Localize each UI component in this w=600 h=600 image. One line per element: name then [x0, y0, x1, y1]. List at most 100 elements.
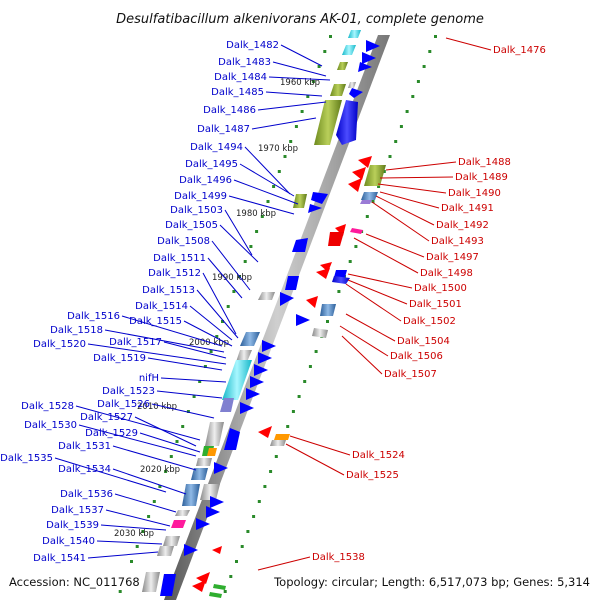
- gene-arrow-reverse: [352, 167, 366, 180]
- track-dot: [306, 95, 310, 98]
- gene-label[interactable]: Dalk_1530: [24, 420, 77, 431]
- leader-line: [147, 357, 223, 371]
- gene-label[interactable]: Dalk_1540: [42, 536, 95, 547]
- track-dot: [255, 230, 259, 233]
- track-dot: [169, 455, 173, 458]
- track-dot: [297, 395, 301, 398]
- gene-label[interactable]: Dalk_1520: [33, 339, 86, 350]
- track-dot: [294, 125, 298, 128]
- track-dot: [388, 155, 392, 158]
- gene-label[interactable]: Dalk_1489: [455, 172, 508, 183]
- gene-label[interactable]: Dalk_1527: [80, 412, 133, 423]
- gene-label[interactable]: Dalk_1503: [170, 205, 223, 216]
- leader-line: [160, 377, 227, 383]
- leader-line: [112, 445, 197, 471]
- gene-label[interactable]: Dalk_1537: [51, 505, 104, 516]
- gene-label[interactable]: Dalk_1487: [197, 124, 250, 135]
- gene-label[interactable]: Dalk_1523: [102, 386, 155, 397]
- track-dot: [135, 545, 139, 548]
- gene-label[interactable]: Dalk_1538: [312, 552, 365, 563]
- gene-label[interactable]: Dalk_1506: [390, 351, 443, 362]
- leader-line: [345, 283, 402, 322]
- gene-label[interactable]: nifH: [139, 373, 159, 384]
- gene-label[interactable]: Dalk_1498: [420, 268, 473, 279]
- gene-label[interactable]: Dalk_1505: [165, 220, 218, 231]
- gene-label[interactable]: Dalk_1484: [214, 72, 267, 83]
- scale-label: 1960 kbp: [280, 78, 320, 88]
- gene-label[interactable]: Dalk_1491: [441, 203, 494, 214]
- gene-label[interactable]: Dalk_1513: [142, 285, 195, 296]
- left-gene-labels: Dalk_1482 Dalk_1483 Dalk_1484 Dalk_1485 …: [0, 40, 279, 564]
- gene-block: [258, 292, 275, 300]
- gene-label[interactable]: Dalk_1534: [58, 464, 111, 475]
- scale-label: 2020 kbp: [140, 465, 180, 475]
- gene-arrow-reverse: [358, 156, 372, 168]
- leader-line: [345, 313, 396, 342]
- track-dot: [291, 410, 295, 413]
- gene-label[interactable]: Dalk_1529: [85, 428, 138, 439]
- gene-label[interactable]: Dalk_1535: [0, 453, 53, 464]
- gene-label[interactable]: Dalk_1512: [148, 268, 201, 279]
- gene-label[interactable]: Dalk_1507: [384, 369, 437, 380]
- gene-label[interactable]: Dalk_1482: [226, 40, 279, 51]
- gene-arrow-forward: [308, 204, 322, 213]
- gene-label[interactable]: Dalk_1500: [414, 283, 467, 294]
- map-title: Desulfatibacillum alkenivorans AK-01, co…: [116, 12, 484, 27]
- gene-block: [171, 520, 186, 528]
- gene-label[interactable]: Dalk_1515: [129, 316, 182, 327]
- leader-line: [75, 405, 201, 441]
- track-dot: [223, 590, 227, 593]
- gene-label[interactable]: Dalk_1499: [174, 191, 227, 202]
- track-dot: [260, 215, 264, 218]
- gene-label[interactable]: Dalk_1490: [448, 188, 501, 199]
- gene-label[interactable]: Dalk_1485: [211, 87, 264, 98]
- track-dot: [130, 560, 133, 563]
- gene-label[interactable]: Dalk_1518: [50, 325, 103, 336]
- gene-label[interactable]: Dalk_1536: [60, 489, 113, 500]
- track-dot: [152, 500, 156, 503]
- leader-line: [151, 403, 215, 419]
- leader-line: [233, 179, 299, 205]
- gene-label[interactable]: Dalk_1493: [431, 236, 484, 247]
- gene-label[interactable]: Dalk_1525: [346, 470, 399, 481]
- gene-label[interactable]: Dalk_1483: [218, 57, 271, 68]
- gene-label[interactable]: Dalk_1531: [58, 441, 111, 452]
- gene-block: [349, 88, 363, 98]
- leader-line: [239, 163, 295, 197]
- gene-label[interactable]: Dalk_1501: [409, 299, 462, 310]
- track-dot: [269, 470, 273, 473]
- gene-arrow-forward: [296, 314, 310, 326]
- gene-label[interactable]: Dalk_1494: [190, 142, 243, 153]
- gene-label[interactable]: Dalk_1495: [185, 159, 238, 170]
- leader-line: [189, 305, 233, 341]
- track-dot: [289, 140, 293, 143]
- gene-block: [213, 584, 226, 590]
- gene-block: [293, 194, 307, 208]
- gene-label[interactable]: Dalk_1519: [93, 353, 146, 364]
- gene-label[interactable]: Dalk_1504: [397, 336, 450, 347]
- gene-label[interactable]: Dalk_1514: [135, 301, 188, 312]
- track-dot: [243, 260, 247, 263]
- gene-label[interactable]: Dalk_1476: [493, 45, 546, 56]
- gene-label[interactable]: Dalk_1502: [403, 316, 456, 327]
- gene-block: [157, 546, 174, 556]
- gene-label[interactable]: Dalk_1511: [153, 253, 206, 264]
- track-dot: [181, 425, 185, 428]
- gene-label[interactable]: Dalk_1508: [157, 236, 210, 247]
- gene-label[interactable]: Dalk_1516: [67, 311, 120, 322]
- gene-label[interactable]: Dalk_1524: [352, 450, 405, 461]
- gene-block: [200, 484, 220, 500]
- gene-label[interactable]: Dalk_1541: [33, 553, 86, 564]
- gene-label[interactable]: Dalk_1488: [458, 157, 511, 168]
- gene-label[interactable]: Dalk_1486: [203, 105, 256, 116]
- gene-label[interactable]: Dalk_1496: [179, 175, 232, 186]
- gene-label[interactable]: Dalk_1539: [46, 520, 99, 531]
- gene-arrow-forward: [184, 544, 198, 556]
- gene-label[interactable]: Dalk_1517: [109, 337, 162, 348]
- leader-line: [265, 91, 323, 97]
- gene-block: [330, 84, 346, 96]
- gene-label[interactable]: Dalk_1492: [436, 220, 489, 231]
- gene-label[interactable]: Dalk_1528: [21, 401, 74, 412]
- gene-label[interactable]: Dalk_1526: [97, 399, 150, 410]
- gene-label[interactable]: Dalk_1497: [426, 252, 479, 263]
